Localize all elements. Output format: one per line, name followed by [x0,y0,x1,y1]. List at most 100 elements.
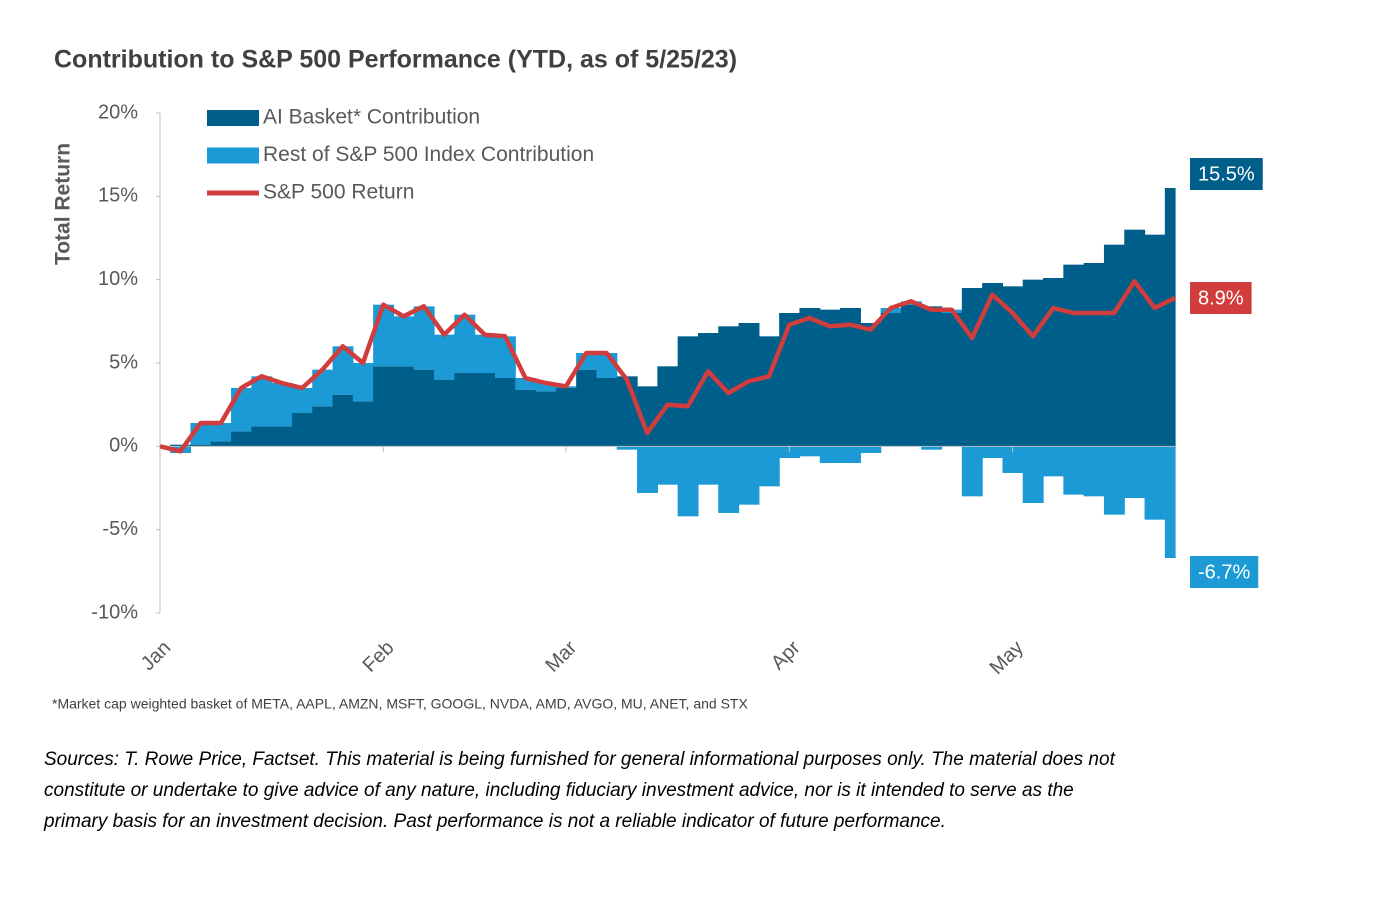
y-tick-label: 5% [109,351,138,373]
bar-segment [332,394,354,447]
bar-segment [718,326,740,447]
legend-swatch [207,147,259,164]
y-tick-label: 0% [109,435,138,457]
bar-segment [434,379,455,447]
bar-segment [819,309,841,447]
bar-segment [494,378,516,447]
chart-title: Contribution to S&P 500 Performance (YTD… [54,46,737,74]
bar-segment [210,441,232,447]
bar-segment [921,446,943,450]
bar-segment [1022,446,1044,503]
bar-segment [413,306,435,370]
bar-segment [474,373,496,447]
bars [170,188,1176,558]
value-label-box [1190,282,1252,314]
bar-segment [271,383,293,427]
legend-label: S&P 500 Return [263,181,414,204]
legend-swatch [207,110,259,126]
bar-segment [840,308,861,447]
bar-segment [860,446,882,453]
y-tick-label: -5% [102,518,138,540]
bar-segment [880,313,902,447]
value-label: 15.5% [1190,158,1263,190]
bar-segment [291,413,313,447]
bar-segment [170,444,192,447]
line-series [159,279,1176,454]
bar-segment [779,313,801,447]
bar-segment [1103,446,1125,515]
bar-segment [1043,278,1064,447]
bar-segment [1144,234,1166,447]
value-label-box [1190,556,1259,588]
bar-segment [576,369,598,447]
bar-segment [413,369,435,447]
y-tick-label: 15% [98,185,138,207]
bar-segment [738,446,760,505]
bar-segment [1002,446,1024,473]
bar-segment [677,336,699,447]
bar-segment [1124,229,1146,447]
bar-segment [1083,263,1105,447]
bar-segment [860,323,882,447]
bar-segment [1164,188,1176,447]
bar-segment [494,336,516,378]
y-tick-label: -10% [91,601,138,623]
bar-segment [352,363,374,402]
bar-segment [312,369,334,407]
y-tick-label: 10% [98,268,138,290]
bar-segment [596,378,618,447]
value-label-text: -6.7% [1198,561,1250,583]
bar-segment [231,431,252,447]
bar-segment [555,388,577,447]
bar-segment [961,446,983,497]
bar-segment [738,323,760,447]
bar-segment [210,423,232,442]
bar-segment [677,446,699,517]
bar-segment [982,446,1004,458]
bar-segment [515,378,537,390]
bar-segment [1103,244,1125,447]
value-label-box [1190,158,1263,190]
bar-segment [799,446,821,457]
value-label: -6.7% [1190,556,1259,588]
value-label-text: 15.5% [1198,163,1255,185]
bar-segment [697,446,719,485]
sources-line: Sources: T. Rowe Price, Factset. This ma… [44,749,1116,770]
bar-segment [535,383,557,392]
legend-label: AI Basket* Contribution [263,106,480,129]
bar-segment [799,308,821,447]
sources-line: constitute or undertake to give advice o… [44,780,1074,801]
bar-segment [373,366,395,447]
x-tick-label: Feb [359,637,399,677]
bar-segment [616,376,638,447]
bar-segment [637,386,658,447]
bar-segment [1124,446,1146,498]
x-tick-label: Jan [137,637,175,675]
bar-segment [251,426,273,447]
bar-segment [1043,446,1064,477]
value-label-text: 8.9% [1198,287,1244,309]
bar-segment [1164,446,1176,558]
bar-segment [373,304,395,367]
bar-segment [819,446,841,463]
bar-segment [332,346,354,395]
footnote: *Market cap weighted basket of META, AAP… [52,696,748,712]
bar-segment [1022,279,1044,447]
bar-segment [291,388,313,413]
x-tick-label: May [986,637,1028,679]
bar-segment [840,446,861,463]
bar-segment [535,391,557,447]
bar-segment [271,426,293,447]
sources-line: primary basis for an investment decision… [43,811,946,832]
bar-segment [697,333,719,447]
bar-segment [900,304,922,447]
bar-segment [312,406,334,447]
bar-segment [1083,446,1105,497]
bar-segment [637,446,658,493]
bar-segment [434,334,455,380]
bar-segment [474,334,496,373]
bar-segment [393,366,415,447]
bar-segment [982,283,1004,447]
bar-segment [393,316,415,367]
